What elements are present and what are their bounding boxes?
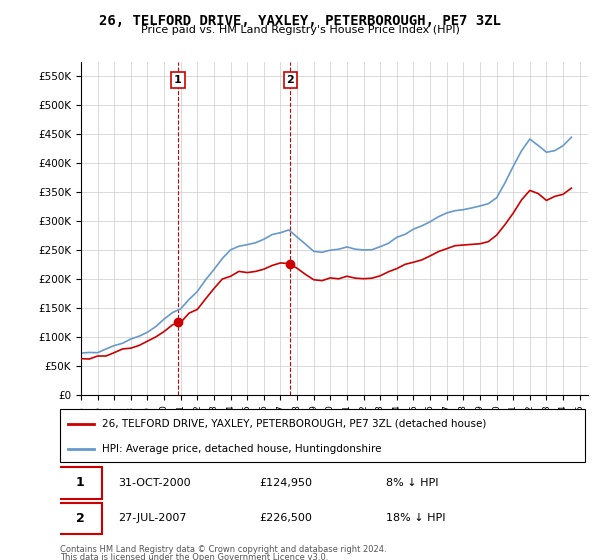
Text: 26, TELFORD DRIVE, YAXLEY, PETERBOROUGH, PE7 3ZL (detached house): 26, TELFORD DRIVE, YAXLEY, PETERBOROUGH,… (102, 419, 487, 429)
Text: HPI: Average price, detached house, Huntingdonshire: HPI: Average price, detached house, Hunt… (102, 444, 382, 454)
Text: £226,500: £226,500 (260, 514, 313, 523)
FancyBboxPatch shape (60, 409, 585, 462)
Text: Contains HM Land Registry data © Crown copyright and database right 2024.: Contains HM Land Registry data © Crown c… (60, 545, 386, 554)
Text: This data is licensed under the Open Government Licence v3.0.: This data is licensed under the Open Gov… (60, 553, 328, 560)
Text: 31-OCT-2000: 31-OCT-2000 (118, 478, 190, 488)
Text: 1: 1 (174, 75, 182, 85)
Text: 18% ↓ HPI: 18% ↓ HPI (386, 514, 445, 523)
Text: 2: 2 (76, 512, 85, 525)
Text: 8% ↓ HPI: 8% ↓ HPI (386, 478, 438, 488)
Text: 26, TELFORD DRIVE, YAXLEY, PETERBOROUGH, PE7 3ZL: 26, TELFORD DRIVE, YAXLEY, PETERBOROUGH,… (99, 14, 501, 28)
FancyBboxPatch shape (58, 503, 102, 534)
Text: Price paid vs. HM Land Registry's House Price Index (HPI): Price paid vs. HM Land Registry's House … (140, 25, 460, 35)
Text: £124,950: £124,950 (260, 478, 313, 488)
FancyBboxPatch shape (58, 468, 102, 498)
Text: 2: 2 (286, 75, 294, 85)
Text: 27-JUL-2007: 27-JUL-2007 (118, 514, 186, 523)
Text: 1: 1 (76, 477, 85, 489)
